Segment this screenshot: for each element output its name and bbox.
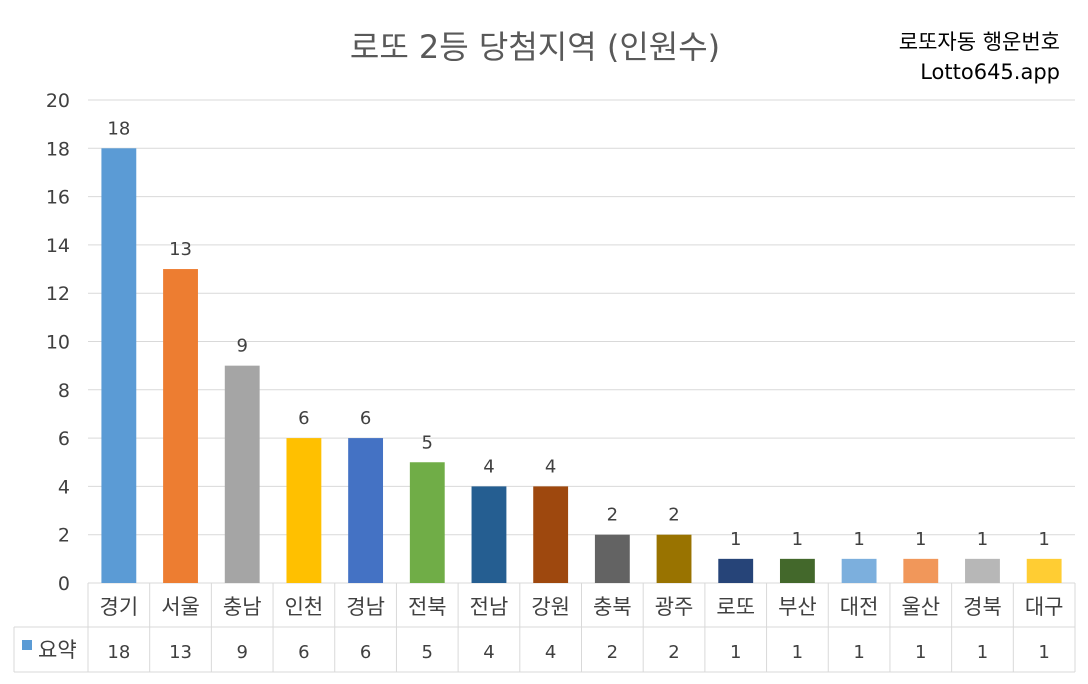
- data-label: 6: [360, 408, 371, 429]
- table-value: 18: [107, 642, 130, 663]
- chart-title: 로또 2등 당첨지역 (인원수): [349, 28, 721, 66]
- category-label: 충남: [223, 595, 262, 619]
- y-tick-label: 18: [46, 138, 70, 160]
- bar: [224, 365, 260, 583]
- data-label: 4: [483, 456, 494, 477]
- table-value: 6: [298, 642, 309, 663]
- table-value: 1: [730, 642, 741, 663]
- bar: [348, 438, 384, 583]
- table-value: 4: [483, 642, 494, 663]
- bar: [779, 558, 815, 583]
- brand-text: 로또자동 행운번호: [898, 30, 1060, 54]
- data-label: 2: [607, 505, 618, 526]
- data-label: 18: [107, 118, 130, 139]
- category-label: 경남: [346, 595, 385, 619]
- bar: [163, 269, 198, 583]
- y-tick-label: 6: [58, 428, 70, 450]
- data-label: 1: [730, 529, 741, 550]
- table-value: 1: [977, 642, 988, 663]
- category-label: 충북: [593, 595, 632, 619]
- y-tick-label: 0: [58, 573, 70, 595]
- category-label: 경기: [100, 595, 139, 619]
- category-label: 부산: [778, 595, 817, 619]
- category-label: 강원: [531, 595, 570, 619]
- category-label: 대전: [840, 595, 879, 619]
- table-value: 2: [668, 642, 679, 663]
- y-tick-label: 4: [58, 476, 70, 498]
- bar: [471, 486, 507, 583]
- bar: [286, 438, 322, 583]
- data-label: 5: [422, 432, 433, 453]
- table-value: 4: [545, 642, 556, 663]
- bar: [903, 558, 939, 583]
- category-label: 전남: [470, 595, 509, 619]
- table-value: 13: [169, 642, 192, 663]
- bar: [965, 558, 1000, 583]
- y-tick-label: 8: [58, 380, 70, 402]
- table-value: 1: [792, 642, 803, 663]
- bar: [656, 534, 692, 583]
- data-label: 6: [298, 408, 309, 429]
- y-tick-label: 10: [46, 332, 70, 354]
- y-tick-label: 12: [46, 283, 70, 305]
- y-tick-label: 2: [58, 525, 70, 547]
- category-label: 서울: [161, 595, 200, 619]
- series-name: 요약: [38, 638, 77, 662]
- category-label: 울산: [901, 595, 940, 619]
- table-value: 2: [607, 642, 618, 663]
- y-tick-label: 16: [46, 187, 70, 209]
- data-label: 2: [668, 505, 679, 526]
- category-label: 전북: [408, 595, 447, 619]
- data-label: 13: [169, 239, 192, 260]
- data-label: 9: [236, 336, 247, 357]
- y-tick-label: 20: [46, 90, 70, 112]
- data-label: 1: [915, 529, 926, 550]
- category-label: 인천: [285, 595, 324, 619]
- table-value: 6: [360, 642, 371, 663]
- bar: [1026, 558, 1062, 583]
- data-label: 4: [545, 456, 556, 477]
- legend-swatch: [22, 640, 32, 650]
- table-value: 1: [1038, 642, 1049, 663]
- brand-url: Lotto645.app: [920, 60, 1060, 84]
- bar: [841, 558, 877, 583]
- category-label: 대구: [1025, 595, 1064, 619]
- table-value: 5: [422, 642, 433, 663]
- category-label: 경북: [963, 595, 1002, 619]
- bar: [718, 558, 754, 583]
- data-label: 1: [977, 529, 988, 550]
- bar: [533, 486, 569, 583]
- data-label: 1: [853, 529, 864, 550]
- data-label: 1: [792, 529, 803, 550]
- table-value: 1: [915, 642, 926, 663]
- table-value: 9: [236, 642, 247, 663]
- data-label: 1: [1038, 529, 1049, 550]
- category-label: 로또: [716, 595, 755, 619]
- bar: [594, 534, 630, 583]
- bar: [101, 148, 137, 584]
- y-tick-label: 14: [46, 235, 70, 257]
- category-label: 광주: [655, 595, 694, 619]
- bar: [409, 462, 445, 583]
- table-value: 1: [853, 642, 864, 663]
